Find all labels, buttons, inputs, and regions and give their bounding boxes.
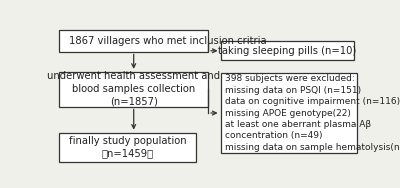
Text: underwent health assessment and
blood samples collection
(n=1857): underwent health assessment and blood sa… — [47, 71, 220, 107]
Text: taking sleeping pills (n=10): taking sleeping pills (n=10) — [218, 46, 356, 56]
FancyBboxPatch shape — [220, 41, 354, 60]
Text: 1867 villagers who met inclusion critria: 1867 villagers who met inclusion critria — [69, 36, 266, 46]
FancyBboxPatch shape — [220, 73, 357, 153]
FancyBboxPatch shape — [59, 72, 208, 107]
Text: finally study population
（n=1459）: finally study population （n=1459） — [69, 136, 186, 158]
FancyBboxPatch shape — [59, 30, 208, 52]
FancyBboxPatch shape — [59, 133, 196, 161]
Text: 398 subjects were excluded:
missing data on PSQI (n=151)
data on cognitive impai: 398 subjects were excluded: missing data… — [225, 74, 400, 152]
